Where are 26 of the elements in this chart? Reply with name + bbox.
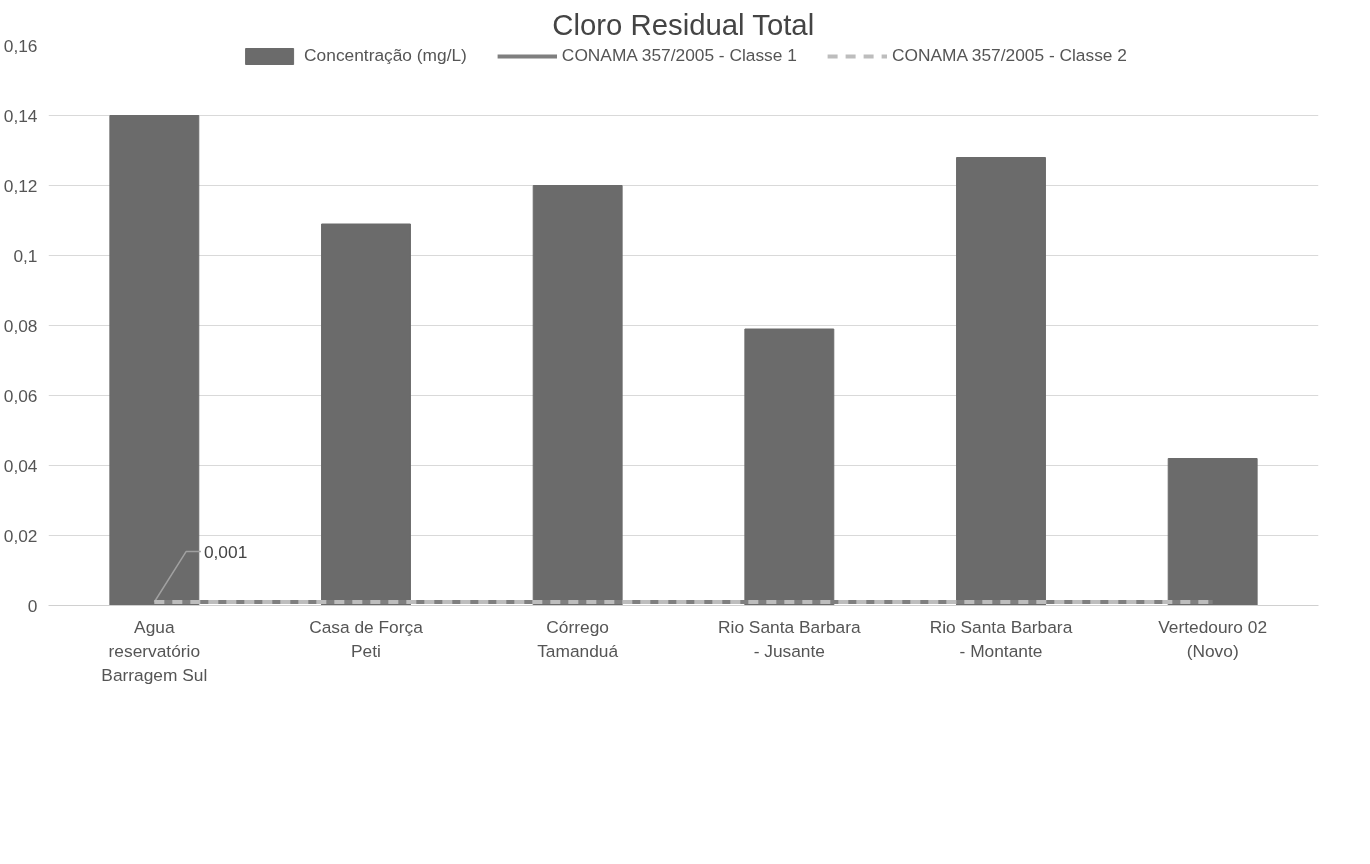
x-tick-label: Córrego Tamanduá xyxy=(537,616,619,661)
bar xyxy=(744,328,835,606)
y-tick-label: 0,12 xyxy=(3,175,38,196)
legend-label: CONAMA 357/2005 - Classe 2 xyxy=(891,45,1127,66)
bar xyxy=(956,157,1046,606)
y-tick-label: 0,08 xyxy=(3,315,38,336)
legend-label: CONAMA 357/2005 - Classe 1 xyxy=(561,45,797,66)
y-tick-label: 0 xyxy=(27,595,38,616)
x-tick-label: Rio Santa Barbara - Montante xyxy=(929,616,1073,661)
chart-title: Cloro Residual Total xyxy=(552,7,815,41)
x-tick-label: Vertedouro 02 (Novo) xyxy=(1158,616,1268,661)
data-label: 0,001 xyxy=(203,541,248,562)
bar xyxy=(532,185,623,606)
y-tick-label: 0,14 xyxy=(3,105,38,126)
x-tick-label: Casa de Força Peti xyxy=(309,616,424,661)
bar xyxy=(109,115,200,606)
x-tick-label: Rio Santa Barbara - Jusante xyxy=(718,616,861,661)
legend-label: Concentração (mg/L) xyxy=(304,45,467,66)
y-tick-label: 0,16 xyxy=(3,35,38,56)
y-tick-label: 0,04 xyxy=(3,455,38,476)
y-tick-label: 0,06 xyxy=(3,385,38,406)
y-tick-label: 0,02 xyxy=(3,525,38,546)
x-tick-label: Agua reservatório Barragem Sul xyxy=(101,616,208,685)
bar xyxy=(1167,458,1258,606)
y-tick-label: 0,1 xyxy=(13,245,38,266)
bar xyxy=(321,223,411,606)
